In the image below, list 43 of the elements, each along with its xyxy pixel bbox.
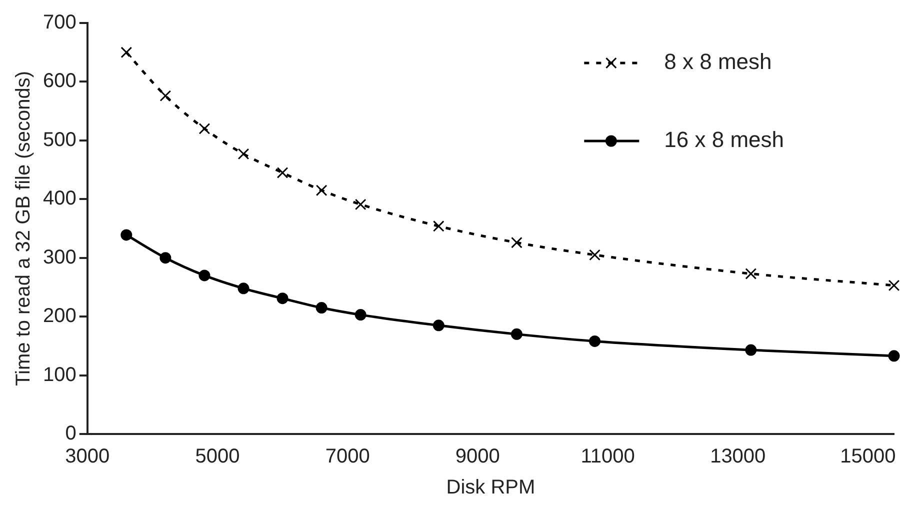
y-tick-label: 600 bbox=[42, 70, 76, 92]
point bbox=[354, 309, 366, 321]
y-tick-label: 200 bbox=[42, 305, 76, 328]
point bbox=[589, 335, 601, 347]
point bbox=[120, 46, 132, 58]
x-tick-label: 7000 bbox=[325, 446, 370, 468]
y-axis-title: Time to read a 32 GB file (seconds) bbox=[12, 71, 35, 386]
point bbox=[432, 320, 444, 332]
x-tick-label: 15000 bbox=[840, 446, 896, 468]
y-tick-label: 500 bbox=[42, 128, 76, 151]
point bbox=[316, 184, 328, 196]
point bbox=[745, 268, 757, 280]
point bbox=[888, 350, 900, 362]
point bbox=[238, 148, 250, 160]
point bbox=[745, 344, 757, 356]
x-tick-label: 5000 bbox=[195, 446, 240, 468]
point bbox=[354, 198, 366, 210]
x-tick-label: 9000 bbox=[455, 446, 500, 468]
y-tick-label: 400 bbox=[42, 188, 76, 210]
y-tick-label: 700 bbox=[42, 12, 76, 34]
y-tick-label: 300 bbox=[42, 246, 76, 268]
point bbox=[276, 167, 288, 178]
point bbox=[160, 252, 172, 264]
point bbox=[198, 270, 210, 282]
point bbox=[511, 236, 522, 248]
y-tick-label: 100 bbox=[42, 364, 76, 386]
point bbox=[276, 292, 288, 304]
x-axis-title: Disk RPM bbox=[446, 476, 536, 499]
legend-label: 16 x 8 mesh bbox=[664, 127, 784, 152]
point bbox=[198, 122, 210, 134]
point bbox=[432, 220, 444, 232]
point bbox=[888, 280, 900, 292]
point bbox=[160, 90, 172, 102]
point bbox=[238, 282, 250, 294]
point bbox=[316, 302, 328, 314]
x-tick-label: 3000 bbox=[65, 446, 110, 468]
x-tick-label: 11000 bbox=[580, 446, 635, 468]
x-tick-label: 13000 bbox=[710, 446, 766, 468]
point bbox=[589, 249, 600, 261]
point bbox=[120, 229, 132, 241]
legend-label: 8 x 8 mesh bbox=[664, 49, 772, 74]
y-tick-label: 0 bbox=[65, 422, 76, 445]
point bbox=[510, 328, 522, 340]
